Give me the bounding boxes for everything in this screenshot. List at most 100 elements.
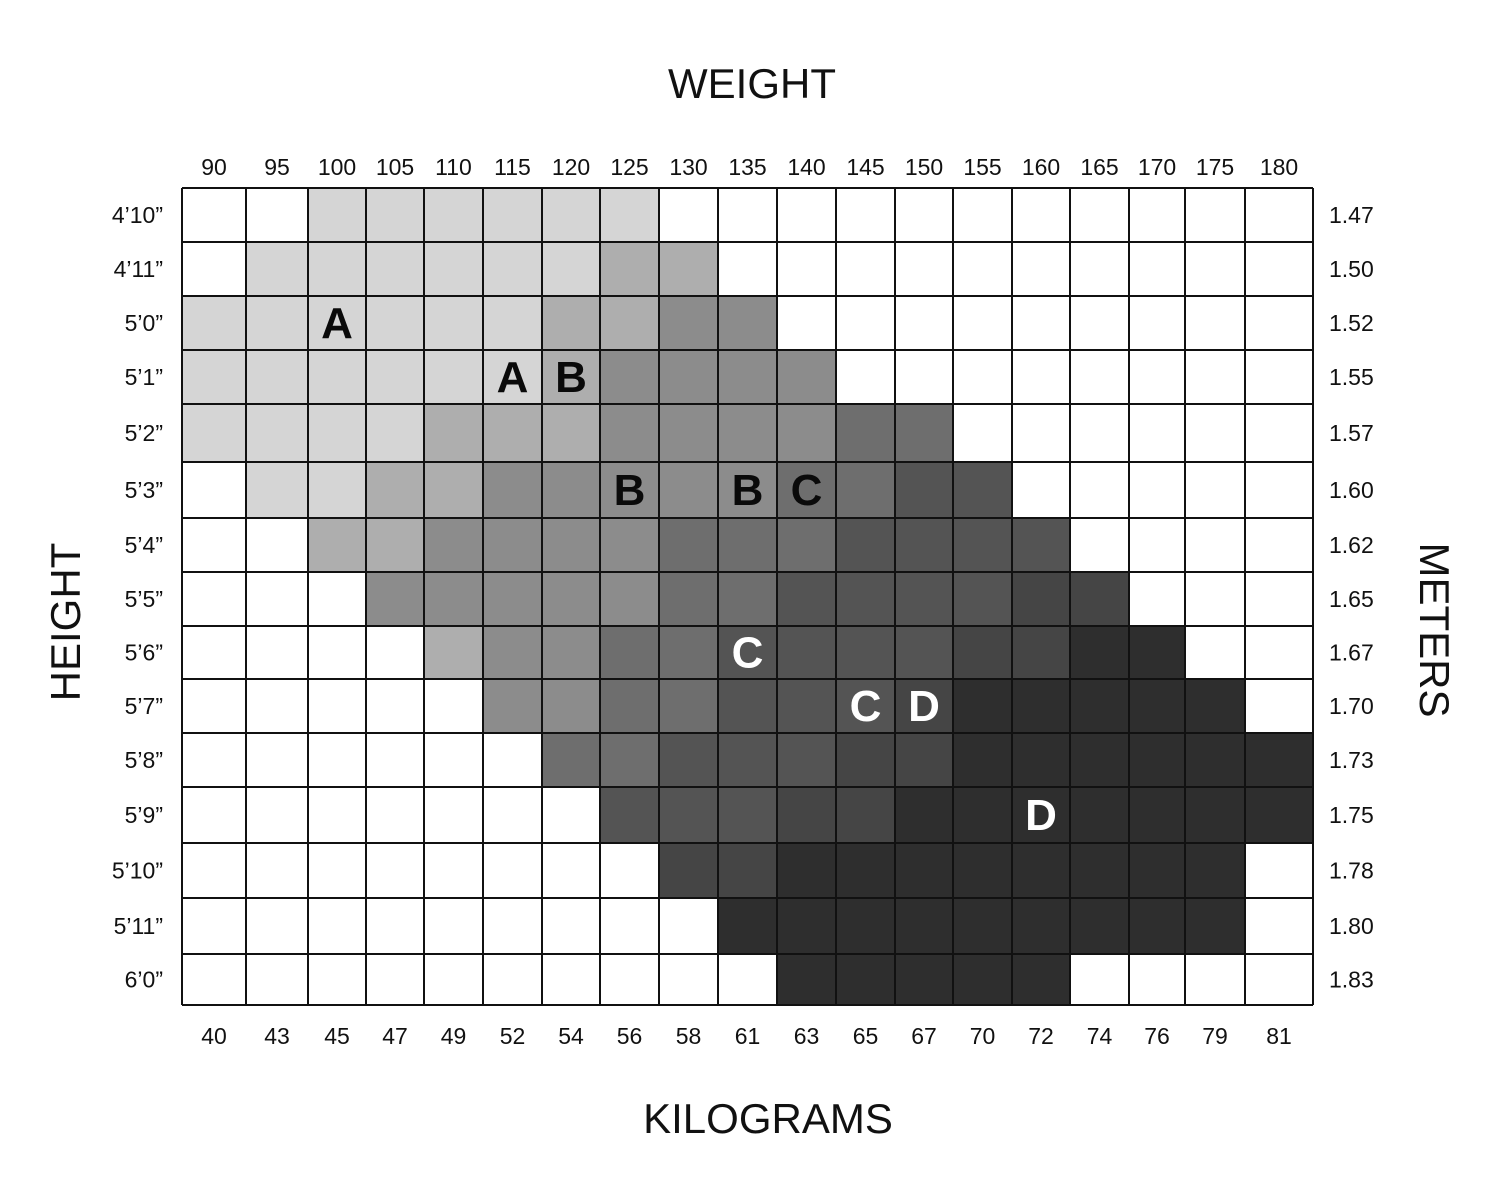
pounds-tick-label: 175: [1196, 154, 1234, 180]
grid-cell: [600, 733, 659, 787]
size-letter-b: B: [555, 353, 587, 402]
grid-cell: [895, 679, 953, 733]
grid-cell: [659, 296, 718, 350]
kilograms-tick-label: 61: [735, 1023, 761, 1049]
grid-cell: [895, 518, 953, 572]
feet-tick-labels: 4’10” 4’11” 5’0” 5’1” 5’2” 5’3” 5’4” 5’5” 5’6” 5’…: [112, 202, 163, 993]
grid-cell: [483, 350, 542, 404]
grid-cell: [600, 679, 659, 733]
grid-cell: [1129, 733, 1185, 787]
grid-cell: [182, 350, 246, 404]
grid-cell: [777, 572, 836, 626]
grid-cell: [1070, 787, 1129, 843]
grid-cell: [659, 518, 718, 572]
grid-cell: [366, 188, 424, 242]
grid-cell: [718, 462, 777, 518]
pounds-tick-label: 150: [905, 154, 943, 180]
grid-cell: [542, 404, 600, 462]
grid-cell: [308, 898, 366, 954]
grid-cell: [600, 626, 659, 679]
grid-cell: [542, 296, 600, 350]
grid-cell: [895, 626, 953, 679]
meters-tick-label: 1.75: [1329, 802, 1374, 828]
feet-tick-label: 6’0”: [125, 967, 163, 993]
feet-tick-label: 5’4”: [125, 532, 163, 558]
grid-cell: [483, 626, 542, 679]
grid-cell: [1070, 462, 1129, 518]
grid-cell: [246, 404, 308, 462]
grid-cell: [366, 787, 424, 843]
grid-cell: [1185, 843, 1245, 898]
grid-cell: [424, 242, 483, 296]
grid-cell: [953, 679, 1012, 733]
grid-cell: [836, 188, 895, 242]
grid-cell: [718, 404, 777, 462]
grid-cell: [718, 188, 777, 242]
size-letter-a: A: [497, 353, 529, 402]
grid-cell: [600, 787, 659, 843]
grid-cell: [1070, 954, 1129, 1005]
grid-cell: [1012, 626, 1070, 679]
feet-tick-label: 5’6”: [125, 640, 163, 666]
grid-cell: [836, 954, 895, 1005]
meters-tick-label: 1.52: [1329, 310, 1374, 336]
kilograms-tick-label: 70: [970, 1023, 996, 1049]
grid-cell: [246, 188, 308, 242]
meters-tick-label: 1.65: [1329, 586, 1374, 612]
grid-cell: [836, 350, 895, 404]
feet-tick-label: 5’5”: [125, 586, 163, 612]
grid-cell: [246, 733, 308, 787]
grid-cell: [1185, 787, 1245, 843]
grid-cell: [424, 787, 483, 843]
grid-cell: [895, 787, 953, 843]
feet-tick-label: 4’10”: [112, 202, 163, 228]
grid-cell: [424, 518, 483, 572]
grid-cell: [836, 518, 895, 572]
kilograms-tick-label: 47: [382, 1023, 408, 1049]
meters-tick-labels: 1.47 1.50 1.52 1.55 1.57 1.60 1.62 1.65 1.67 1.70…: [1329, 202, 1374, 993]
grid-cell: [1245, 843, 1313, 898]
grid-cell: [424, 954, 483, 1005]
grid-cell: [836, 787, 895, 843]
grid-cell: [308, 954, 366, 1005]
kilograms-tick-label: 43: [264, 1023, 290, 1049]
grid-cell: [483, 188, 542, 242]
grid-cell: [1012, 296, 1070, 350]
kilograms-tick-label: 49: [441, 1023, 467, 1049]
grid-cell: [953, 518, 1012, 572]
pounds-tick-label: 165: [1080, 154, 1118, 180]
grid-cell: [1012, 462, 1070, 518]
grid-cell: [718, 843, 777, 898]
grid-cell: [1129, 242, 1185, 296]
grid-cell: [1245, 626, 1313, 679]
grid-cell: [1185, 242, 1245, 296]
grid-cell: [424, 898, 483, 954]
grid-cell: [836, 462, 895, 518]
feet-tick-label: 5’2”: [125, 420, 163, 446]
grid-cell: [1185, 626, 1245, 679]
grid-cell: [718, 898, 777, 954]
grid-cell: [777, 679, 836, 733]
grid-cell: [1185, 188, 1245, 242]
grid-cell: [424, 626, 483, 679]
grid-cell: [777, 188, 836, 242]
grid-cell: [953, 404, 1012, 462]
grid-cell: [308, 242, 366, 296]
grid-cell: [246, 787, 308, 843]
grid-cell: [483, 679, 542, 733]
grid-cell: [483, 733, 542, 787]
meters-tick-label: 1.70: [1329, 693, 1374, 719]
grid-cell: [483, 898, 542, 954]
grid-cell: [777, 518, 836, 572]
grid-cell: [483, 296, 542, 350]
grid-cell: [424, 404, 483, 462]
grid-cell: [1070, 679, 1129, 733]
grid-cell: [777, 843, 836, 898]
meters-tick-label: 1.83: [1329, 967, 1374, 993]
grid-cell: [953, 242, 1012, 296]
grid-cell: [366, 518, 424, 572]
feet-tick-label: 5’11”: [114, 913, 163, 939]
grid-cell: [718, 518, 777, 572]
grid-cell: [1070, 296, 1129, 350]
grid-cell: [182, 518, 246, 572]
